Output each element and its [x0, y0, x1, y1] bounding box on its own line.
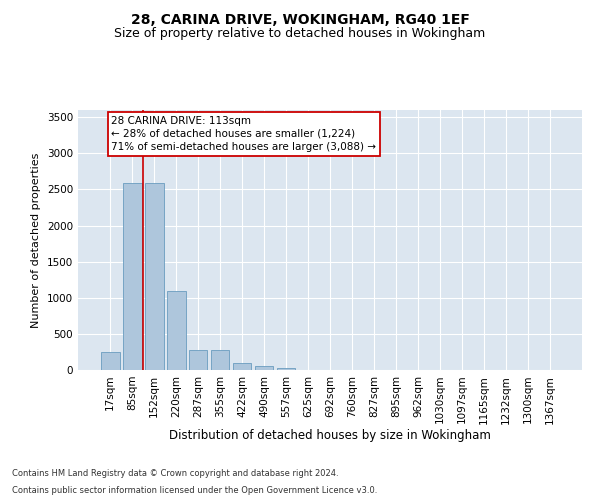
Bar — [277, 368, 295, 370]
Text: 28, CARINA DRIVE, WOKINGHAM, RG40 1EF: 28, CARINA DRIVE, WOKINGHAM, RG40 1EF — [131, 12, 469, 26]
Text: 28 CARINA DRIVE: 113sqm
← 28% of detached houses are smaller (1,224)
71% of semi: 28 CARINA DRIVE: 113sqm ← 28% of detache… — [112, 116, 376, 152]
Bar — [145, 183, 164, 370]
Y-axis label: Number of detached properties: Number of detached properties — [31, 152, 41, 328]
X-axis label: Distribution of detached houses by size in Wokingham: Distribution of detached houses by size … — [169, 429, 491, 442]
Text: Contains public sector information licensed under the Open Government Licence v3: Contains public sector information licen… — [12, 486, 377, 495]
Bar — [189, 350, 208, 370]
Text: Contains HM Land Registry data © Crown copyright and database right 2024.: Contains HM Land Registry data © Crown c… — [12, 468, 338, 477]
Bar — [167, 290, 185, 370]
Bar — [101, 352, 119, 370]
Bar — [211, 350, 229, 370]
Bar — [233, 363, 251, 370]
Bar — [255, 366, 274, 370]
Text: Size of property relative to detached houses in Wokingham: Size of property relative to detached ho… — [115, 28, 485, 40]
Bar — [123, 183, 142, 370]
